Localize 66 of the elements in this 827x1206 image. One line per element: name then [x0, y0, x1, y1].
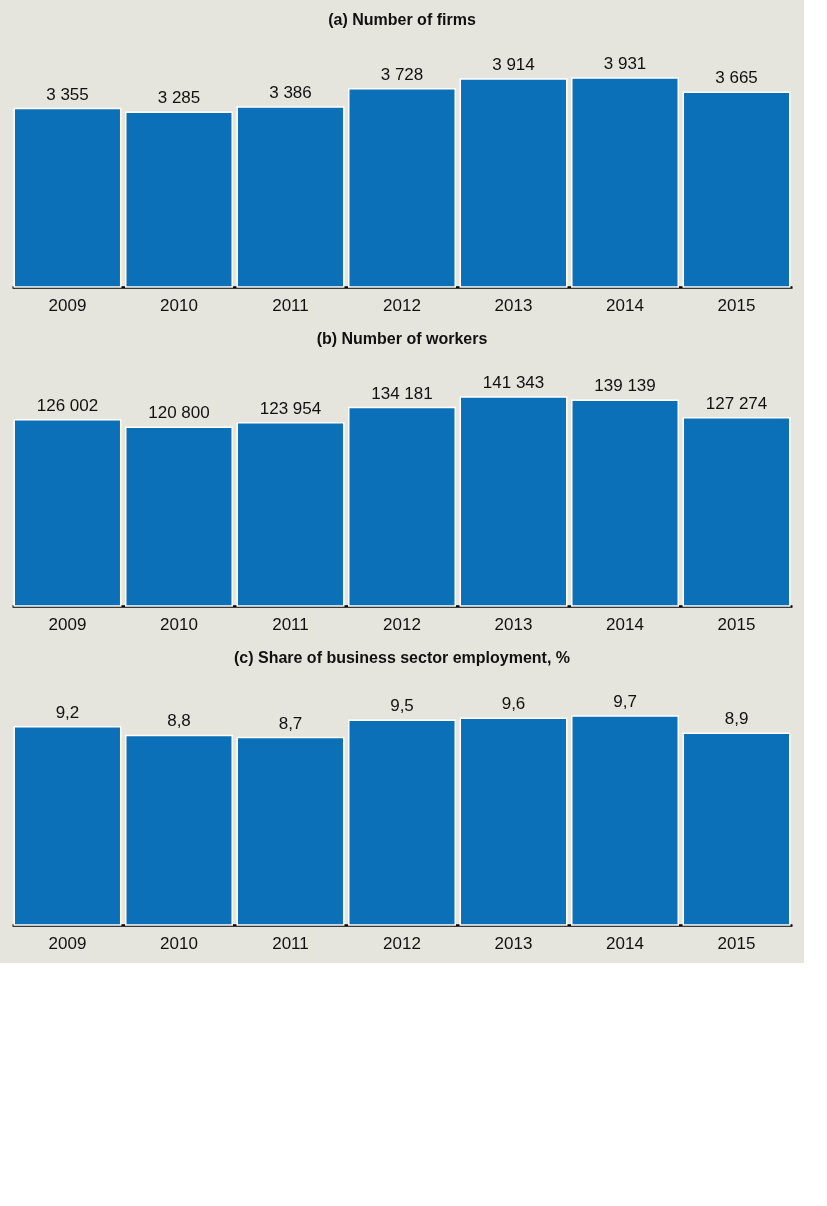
x-tick-label: 2010: [160, 614, 198, 634]
chart-title: (b) Number of workers: [316, 330, 488, 347]
bar: [13, 418, 122, 607]
x-tick-label: 2011: [272, 295, 309, 315]
data-label: 9,2: [55, 702, 80, 722]
bar: [124, 426, 233, 607]
data-label: 3 285: [157, 88, 201, 108]
x-tick-label: 2012: [383, 933, 421, 953]
x-tick-label: 2009: [48, 614, 87, 634]
bar: [459, 396, 568, 607]
x-tick-label: 2013: [494, 933, 533, 953]
x-tick-label: 2015: [717, 295, 756, 315]
x-tick-label: 2014: [606, 933, 644, 953]
bar: [348, 406, 456, 607]
data-label: 8,9: [724, 709, 749, 729]
x-tick-label: 2012: [383, 295, 421, 315]
x-tick-label: 2015: [717, 933, 756, 953]
x-tick-label: 2009: [48, 933, 87, 953]
x-tick-label: 2014: [606, 295, 644, 315]
bar: [682, 732, 791, 926]
bar: [571, 77, 680, 288]
x-tick-label: 2009: [48, 295, 87, 315]
data-label: 9,7: [613, 691, 637, 711]
data-label: 8,8: [167, 711, 191, 731]
data-label: 3 931: [603, 53, 647, 73]
bar: [682, 417, 791, 607]
data-label: 123 954: [259, 398, 322, 418]
bar: [571, 399, 680, 607]
data-label: 120 800: [148, 403, 210, 423]
bar: [124, 111, 233, 288]
bar: [124, 734, 233, 926]
data-label: 134 181: [371, 383, 433, 403]
x-tick-label: 2015: [717, 614, 756, 634]
data-label: 3 914: [492, 54, 535, 74]
x-tick-label: 2011: [272, 933, 309, 953]
bar: [236, 421, 345, 607]
bar: [348, 719, 456, 926]
chart-title: (c) Share of business sector employment, %: [233, 649, 571, 666]
data-label: 3 386: [269, 82, 312, 102]
data-label: 126 002: [36, 395, 99, 415]
data-label: 3 728: [380, 64, 424, 84]
bar: [682, 91, 791, 288]
x-tick-label: 2013: [494, 295, 533, 315]
x-tick-label: 2010: [160, 933, 198, 953]
bar: [571, 715, 680, 926]
bar: [13, 107, 122, 288]
data-label: 3 665: [715, 68, 758, 88]
data-label: 9,6: [501, 694, 526, 714]
data-label: 9,5: [390, 696, 414, 716]
bar: [348, 88, 456, 288]
x-tick-label: 2013: [494, 614, 533, 634]
x-tick-label: 2010: [160, 295, 198, 315]
data-label: 3 355: [46, 84, 89, 104]
bar: [236, 106, 345, 288]
bar: [459, 717, 568, 926]
data-label: 8,7: [278, 713, 303, 733]
data-label: 127 274: [705, 393, 768, 413]
bar: [459, 78, 568, 288]
x-tick-label: 2012: [383, 614, 421, 634]
bar: [236, 736, 345, 926]
data-label: 139 139: [594, 376, 656, 396]
x-tick-label: 2014: [606, 614, 644, 634]
chart-title: (a) Number of firms: [328, 11, 476, 28]
data-label: 141 343: [482, 372, 545, 392]
bar: [13, 726, 122, 926]
x-tick-label: 2011: [272, 614, 309, 634]
